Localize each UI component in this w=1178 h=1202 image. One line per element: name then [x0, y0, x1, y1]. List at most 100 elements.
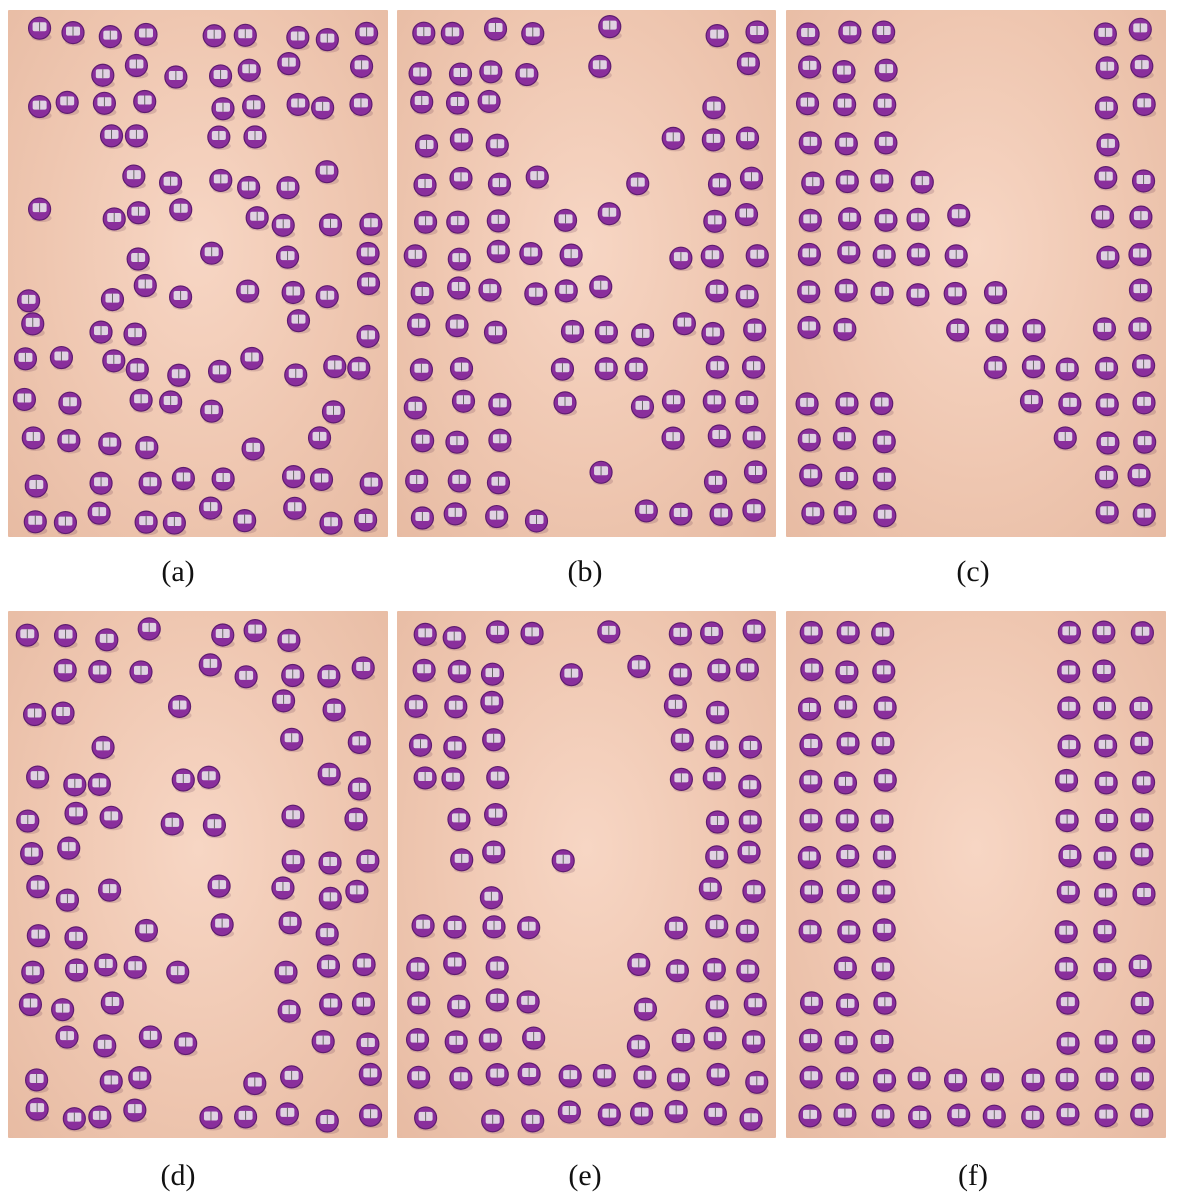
kilobot-robot-icon [278, 911, 303, 936]
kilobot-robot-icon [87, 772, 112, 798]
kilobot-robot-icon [1058, 392, 1082, 417]
kilobot-robot-icon [160, 812, 185, 837]
kilobot-robot-icon [358, 1062, 383, 1088]
caption-a: (a) [161, 555, 195, 588]
kilobot-robot-icon [795, 392, 820, 417]
kilobot-robot-icon [482, 915, 507, 940]
kilobot-robot-icon [158, 171, 183, 196]
kilobot-robot-icon [705, 24, 730, 49]
kilobot-robot-icon [410, 506, 435, 531]
kilobot-robot-icon [233, 509, 257, 534]
kilobot-robot-icon [197, 765, 221, 791]
kilobot-robot-icon [743, 460, 768, 485]
kilobot-robot-icon [1132, 92, 1157, 118]
kilobot-robot-icon [356, 849, 380, 875]
kilobot-robot-icon [277, 52, 301, 77]
kilobot-robot-icon [162, 511, 187, 537]
kilobot-robot-icon [286, 25, 310, 51]
kilobot-robot-icon [799, 463, 823, 489]
kilobot-robot-icon [833, 317, 857, 343]
kilobot-robot-icon [739, 166, 764, 192]
kilobot-robot-icon [125, 357, 150, 383]
kilobot-robot-icon [832, 426, 857, 452]
kilobot-robot-icon [702, 96, 726, 121]
kilobot-robot-icon [1092, 620, 1116, 646]
kilobot-robot-icon [736, 51, 761, 77]
kilobot-robot-icon [517, 1062, 542, 1087]
kilobot-robot-icon [349, 54, 374, 80]
kilobot-robot-icon [210, 913, 235, 938]
kilobot-robot-icon [408, 61, 433, 87]
kilobot-robot-icon [407, 1065, 431, 1091]
kilobot-robot-icon [21, 426, 46, 451]
kilobot-robot-icon [486, 239, 511, 265]
kilobot-robot-icon [838, 20, 862, 46]
kilobot-robot-icon [1094, 734, 1118, 759]
kilobot-robot-icon [102, 207, 127, 232]
kilobot-robot-icon [833, 956, 858, 981]
kilobot-robot-icon [27, 16, 52, 42]
kilobot-robot-icon [874, 131, 898, 156]
kilobot-robot-icon [669, 502, 693, 528]
kilobot-robot-icon [706, 1062, 731, 1088]
kilobot-robot-icon [797, 315, 821, 341]
kilobot-robot-icon [664, 916, 689, 941]
kilobot-robot-icon [517, 916, 541, 941]
kilobot-robot-icon [447, 276, 471, 302]
kilobot-robot-icon [1132, 391, 1157, 416]
kilobot-robot-icon [736, 959, 760, 984]
kilobot-robot-icon [738, 809, 763, 835]
kilobot-robot-icon [477, 89, 502, 115]
kilobot-robot-icon [281, 465, 306, 490]
kilobot-robot-icon [633, 1065, 657, 1090]
kilobot-robot-icon [488, 428, 512, 454]
kilobot-robot-icon [17, 289, 41, 314]
kilobot-robot-icon [906, 207, 930, 233]
kilobot-robot-icon [873, 696, 898, 721]
kilobot-robot-icon [164, 65, 188, 91]
kilobot-robot-icon [451, 389, 476, 415]
kilobot-robot-icon [1133, 430, 1157, 456]
kilobot-robot-icon [167, 363, 191, 389]
kilobot-robot-icon [663, 694, 688, 719]
kilobot-robot-icon [873, 504, 897, 529]
kilobot-robot-icon [943, 1068, 968, 1094]
kilobot-robot-icon [906, 242, 931, 268]
kilobot-robot-icon [449, 356, 474, 382]
kilobot-robot-icon [275, 1102, 300, 1127]
kilobot-robot-icon [1055, 357, 1080, 383]
kilobot-robot-icon [626, 1034, 651, 1060]
kilobot-robot-icon [1019, 389, 1044, 415]
kilobot-robot-icon [485, 988, 510, 1013]
kilobot-robot-icon [739, 1107, 764, 1133]
kilobot-robot-icon [872, 845, 897, 870]
kilobot-robot-icon [413, 173, 438, 199]
kilobot-robot-icon [983, 355, 1008, 381]
kilobot-robot-icon [1092, 317, 1117, 342]
kilobot-robot-icon [624, 357, 649, 382]
kilobot-robot-icon [734, 202, 759, 228]
kilobot-robot-icon [800, 658, 824, 683]
kilobot-robot-icon [1054, 920, 1079, 945]
kilobot-robot-icon [1095, 56, 1120, 81]
kilobot-robot-icon [559, 243, 584, 269]
kilobot-robot-icon [1095, 1067, 1119, 1092]
kilobot-robot-icon [553, 391, 578, 416]
kilobot-robot-icon [407, 313, 431, 338]
kilobot-robot-icon [26, 765, 50, 791]
kilobot-robot-icon [1128, 317, 1152, 342]
kilobot-robot-icon [553, 208, 578, 234]
kilobot-robot-icon [594, 357, 619, 382]
kilobot-robot-icon [796, 22, 821, 48]
kilobot-robot-icon [701, 321, 725, 347]
kilobot-robot-icon [703, 1102, 728, 1127]
kilobot-robot-icon [798, 1028, 823, 1054]
kilobot-robot-icon [551, 849, 576, 874]
kilobot-robot-icon [524, 509, 549, 534]
kilobot-robot-icon [55, 888, 80, 914]
kilobot-robot-icon [1057, 620, 1082, 646]
kilobot-robot-icon [836, 844, 860, 869]
kilobot-robot-icon [521, 1109, 545, 1134]
kilobot-robot-icon [870, 168, 894, 194]
kilobot-robot-icon [873, 768, 898, 794]
